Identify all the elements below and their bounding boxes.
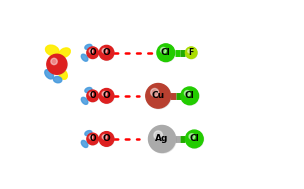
Text: Cl: Cl: [185, 91, 195, 100]
Circle shape: [87, 133, 98, 145]
Circle shape: [181, 87, 199, 105]
Circle shape: [157, 44, 175, 62]
Circle shape: [100, 46, 114, 60]
Ellipse shape: [81, 97, 88, 104]
Text: Cl: Cl: [189, 134, 199, 143]
Ellipse shape: [59, 48, 70, 57]
Circle shape: [87, 133, 99, 145]
Text: F: F: [188, 48, 194, 57]
Circle shape: [102, 48, 107, 53]
Circle shape: [47, 55, 67, 75]
Text: Cl: Cl: [161, 48, 171, 57]
Circle shape: [149, 126, 176, 153]
Ellipse shape: [81, 54, 88, 61]
Circle shape: [148, 125, 175, 152]
Text: O: O: [103, 134, 110, 143]
Text: O: O: [89, 134, 96, 143]
Circle shape: [186, 131, 204, 148]
Circle shape: [89, 92, 93, 96]
Circle shape: [102, 135, 107, 139]
Circle shape: [102, 91, 107, 96]
Text: O: O: [89, 91, 96, 100]
Text: Ag: Ag: [155, 134, 169, 143]
Ellipse shape: [54, 77, 62, 83]
Circle shape: [184, 91, 190, 96]
Circle shape: [87, 90, 98, 102]
Ellipse shape: [81, 140, 88, 147]
Circle shape: [89, 136, 93, 139]
Text: O: O: [103, 91, 110, 100]
Circle shape: [185, 47, 197, 58]
Ellipse shape: [85, 88, 92, 93]
Circle shape: [87, 90, 99, 102]
Text: O: O: [89, 48, 96, 57]
Circle shape: [186, 47, 197, 59]
Text: Cu: Cu: [152, 91, 165, 100]
Ellipse shape: [85, 44, 92, 50]
Circle shape: [188, 49, 192, 53]
Circle shape: [146, 84, 171, 108]
Circle shape: [51, 58, 57, 65]
Circle shape: [189, 134, 195, 139]
Circle shape: [87, 47, 99, 59]
Circle shape: [47, 54, 67, 74]
Text: O: O: [103, 48, 110, 57]
Ellipse shape: [46, 45, 59, 56]
Circle shape: [99, 88, 114, 103]
Circle shape: [99, 132, 114, 146]
Ellipse shape: [85, 131, 92, 136]
Circle shape: [185, 130, 203, 148]
Circle shape: [154, 131, 163, 139]
Circle shape: [157, 44, 175, 62]
Ellipse shape: [45, 70, 54, 79]
Circle shape: [161, 47, 166, 53]
Circle shape: [147, 84, 171, 109]
Circle shape: [89, 49, 93, 53]
Circle shape: [99, 45, 114, 60]
Circle shape: [151, 88, 159, 96]
Circle shape: [87, 47, 98, 58]
Circle shape: [181, 88, 199, 105]
Circle shape: [100, 89, 114, 104]
Circle shape: [100, 132, 114, 147]
Ellipse shape: [59, 69, 67, 79]
